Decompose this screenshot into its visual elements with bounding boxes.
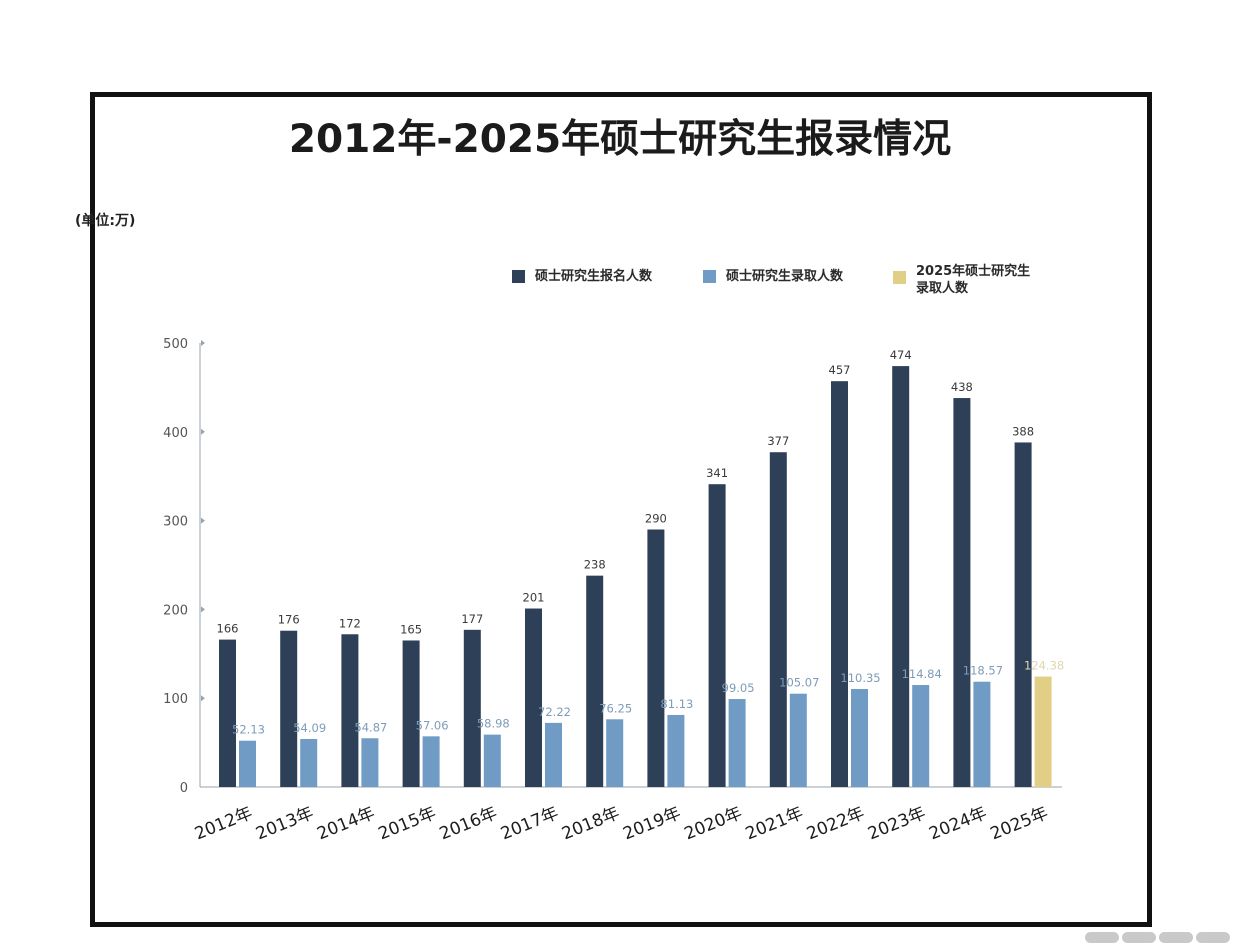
bar-applicants <box>341 634 359 787</box>
legend-label-admitted-2025: 2025年硕士研究生录取人数 <box>916 264 1031 296</box>
data-label-admitted: 76.25 <box>599 701 632 715</box>
legend-swatch-admitted-2025 <box>893 271 906 284</box>
x-tick-label: 2020年 <box>682 803 745 844</box>
x-tick-label: 2015年 <box>376 803 439 844</box>
y-tick-mark <box>201 340 205 346</box>
legend-label-admitted: 硕士研究生录取人数 <box>726 269 844 284</box>
data-label-admitted: 114.84 <box>902 667 942 681</box>
bar-admitted-2025 <box>1034 676 1052 787</box>
y-tick-label: 300 <box>163 515 188 530</box>
legend-label-applicants: 硕士研究生报名人数 <box>535 269 653 284</box>
bar-applicants <box>1014 442 1032 787</box>
bar-applicants <box>708 484 726 787</box>
data-label-admitted: 57.06 <box>416 718 449 732</box>
x-tick-label: 2013年 <box>253 803 316 844</box>
bar-admitted <box>300 738 318 787</box>
bar-admitted <box>422 736 440 787</box>
data-label-applicants: 177 <box>461 612 483 626</box>
data-label-applicants: 341 <box>706 466 728 480</box>
bar-admitted <box>789 693 807 787</box>
bar-applicants <box>463 629 481 787</box>
data-label-applicants: 166 <box>217 622 239 636</box>
data-label-applicants: 388 <box>1012 424 1034 438</box>
x-tick-label: 2022年 <box>804 803 867 844</box>
data-label-applicants: 438 <box>951 380 973 394</box>
x-tick-label: 2012年 <box>192 803 255 844</box>
y-tick-mark <box>201 428 205 435</box>
x-tick-label: 2025年 <box>988 803 1051 844</box>
y-tick-label: 500 <box>163 337 188 352</box>
legend-admitted: 硕士研究生录取人数 <box>703 268 843 285</box>
x-tick-label: 2014年 <box>314 803 377 844</box>
x-tick-label: 2024年 <box>926 803 989 844</box>
x-tick-label: 2019年 <box>620 803 683 844</box>
x-tick-label: 2017年 <box>498 803 561 844</box>
y-tick-mark <box>201 695 205 702</box>
y-tick-mark <box>201 517 205 524</box>
x-tick-label: 2021年 <box>743 803 806 844</box>
bar-admitted <box>606 719 624 787</box>
data-label-admitted: 52.13 <box>232 723 265 737</box>
data-label-admitted: 99.05 <box>722 681 755 695</box>
bar-applicants <box>586 575 604 787</box>
data-label-admitted: 124.38 <box>1024 659 1064 673</box>
chart-title: 2012年-2025年硕士研究生报录情况 <box>288 117 952 162</box>
data-label-admitted: 105.07 <box>779 676 819 690</box>
bar-admitted <box>545 722 562 787</box>
legend-swatch-admitted <box>703 270 716 283</box>
bar-admitted <box>912 685 930 787</box>
y-tick-label: 200 <box>163 603 188 618</box>
data-label-admitted: 81.13 <box>660 697 693 711</box>
data-label-applicants: 474 <box>890 348 912 362</box>
data-label-admitted: 54.87 <box>354 720 387 734</box>
legend-admitted-2025: 2025年硕士研究生录取人数 <box>893 263 1053 297</box>
legend-swatch-applicants <box>512 270 525 283</box>
legend-applicants: 硕士研究生报名人数 <box>512 268 652 285</box>
data-label-applicants: 290 <box>645 511 667 525</box>
y-tick-label: 400 <box>163 426 188 441</box>
bar-admitted <box>667 714 685 787</box>
chart-frame <box>90 92 1152 927</box>
data-label-applicants: 176 <box>278 613 300 627</box>
data-label-admitted: 118.57 <box>963 664 1003 678</box>
bar-applicants <box>769 452 787 787</box>
bar-applicants <box>953 398 971 787</box>
bar-admitted <box>728 699 746 787</box>
bar-admitted <box>361 738 379 787</box>
data-label-applicants: 238 <box>584 558 606 572</box>
data-label-applicants: 457 <box>829 363 851 377</box>
data-label-applicants: 172 <box>339 616 361 630</box>
data-label-admitted: 54.09 <box>293 721 326 735</box>
data-label-applicants: 377 <box>767 434 789 448</box>
data-label-admitted: 58.98 <box>477 717 510 731</box>
x-tick-label: 2023年 <box>865 803 928 844</box>
y-tick-label: 0 <box>180 781 188 796</box>
x-tick-label: 2018年 <box>559 803 622 844</box>
bar-applicants <box>219 639 236 787</box>
bar-applicants <box>280 630 298 787</box>
y-tick-mark <box>201 606 205 613</box>
bar-admitted <box>239 740 256 787</box>
data-label-admitted: 110.35 <box>840 671 880 685</box>
bar-admitted <box>973 681 991 787</box>
bar-applicants <box>402 640 420 787</box>
data-label-applicants: 165 <box>400 622 422 636</box>
y-tick-label: 100 <box>163 692 188 707</box>
data-label-admitted: 72.22 <box>538 705 571 719</box>
x-tick-label: 2016年 <box>437 803 500 844</box>
bar-applicants <box>647 529 665 787</box>
bar-admitted <box>851 689 868 787</box>
data-label-applicants: 201 <box>523 591 545 605</box>
bar-applicants <box>525 608 542 787</box>
bar-applicants <box>892 366 910 787</box>
watermark <box>1085 932 1230 943</box>
y-unit-label: (单位:万) <box>75 213 136 229</box>
bar-admitted <box>483 734 501 787</box>
bar-applicants <box>831 381 848 787</box>
